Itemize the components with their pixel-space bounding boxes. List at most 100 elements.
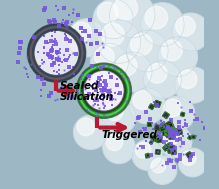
Circle shape: [129, 88, 165, 124]
Circle shape: [164, 99, 182, 117]
Bar: [153, 135, 160, 142]
Bar: [168, 130, 174, 135]
Bar: [171, 149, 176, 155]
Bar: [192, 136, 195, 139]
Bar: [172, 128, 177, 133]
Bar: [162, 124, 166, 128]
Bar: [169, 144, 175, 150]
Bar: [151, 135, 157, 141]
Circle shape: [151, 158, 166, 173]
Bar: [160, 126, 166, 132]
Bar: [192, 136, 195, 139]
Bar: [168, 143, 171, 146]
Bar: [170, 132, 172, 134]
Circle shape: [133, 91, 152, 109]
Bar: [157, 137, 162, 142]
Bar: [170, 127, 177, 134]
Text: Sealed: Sealed: [60, 81, 99, 91]
Bar: [164, 144, 169, 150]
Circle shape: [161, 96, 194, 130]
Circle shape: [77, 118, 95, 136]
Bar: [177, 129, 182, 135]
Bar: [146, 153, 150, 157]
Bar: [165, 129, 173, 137]
Bar: [166, 121, 173, 128]
Bar: [169, 134, 174, 139]
Circle shape: [116, 55, 137, 76]
Circle shape: [102, 100, 136, 134]
Bar: [162, 124, 166, 128]
Circle shape: [158, 37, 197, 77]
Bar: [177, 129, 182, 135]
Circle shape: [175, 67, 211, 103]
Bar: [166, 121, 173, 128]
Circle shape: [94, 0, 133, 39]
Circle shape: [89, 76, 108, 95]
Bar: [162, 131, 167, 136]
Bar: [165, 131, 169, 135]
Bar: [171, 149, 176, 155]
Text: Silication: Silication: [60, 92, 114, 102]
Bar: [180, 112, 185, 116]
Bar: [163, 145, 169, 151]
Bar: [188, 136, 192, 140]
Circle shape: [172, 13, 210, 51]
Circle shape: [135, 142, 151, 158]
Bar: [172, 128, 177, 133]
Bar: [170, 128, 177, 135]
Circle shape: [178, 148, 207, 177]
Bar: [165, 132, 171, 138]
Bar: [153, 135, 160, 142]
Bar: [168, 149, 172, 153]
Bar: [148, 122, 151, 126]
Bar: [154, 100, 161, 107]
Bar: [168, 143, 171, 146]
Bar: [165, 132, 171, 138]
Circle shape: [74, 115, 108, 149]
Bar: [168, 122, 174, 128]
Circle shape: [163, 128, 180, 145]
Bar: [170, 132, 172, 134]
Bar: [162, 112, 169, 119]
Circle shape: [97, 20, 141, 63]
Bar: [145, 154, 150, 158]
Bar: [164, 130, 169, 135]
Bar: [157, 137, 162, 142]
Circle shape: [72, 22, 91, 42]
Bar: [170, 127, 177, 134]
Circle shape: [147, 64, 167, 83]
Circle shape: [160, 126, 192, 158]
Bar: [154, 100, 161, 107]
Circle shape: [68, 19, 106, 57]
Circle shape: [32, 28, 81, 78]
Bar: [155, 149, 160, 154]
Bar: [155, 149, 160, 154]
Bar: [171, 127, 177, 132]
Bar: [161, 123, 164, 126]
Circle shape: [91, 43, 128, 81]
Circle shape: [178, 70, 197, 89]
Bar: [155, 125, 160, 130]
Bar: [188, 136, 192, 140]
Bar: [150, 141, 153, 144]
Circle shape: [143, 60, 181, 98]
Circle shape: [103, 131, 135, 163]
Bar: [161, 123, 164, 126]
Bar: [146, 153, 150, 157]
Bar: [149, 104, 154, 110]
Circle shape: [132, 140, 162, 170]
Circle shape: [131, 34, 152, 55]
Bar: [162, 112, 169, 119]
Circle shape: [97, 2, 118, 23]
Bar: [180, 112, 185, 116]
Bar: [163, 145, 169, 151]
Bar: [186, 152, 192, 158]
Circle shape: [127, 30, 168, 72]
Circle shape: [110, 0, 155, 38]
Bar: [164, 144, 169, 150]
Bar: [170, 128, 177, 135]
Circle shape: [181, 151, 196, 165]
Bar: [169, 144, 175, 150]
Circle shape: [83, 69, 125, 112]
Circle shape: [105, 103, 123, 121]
